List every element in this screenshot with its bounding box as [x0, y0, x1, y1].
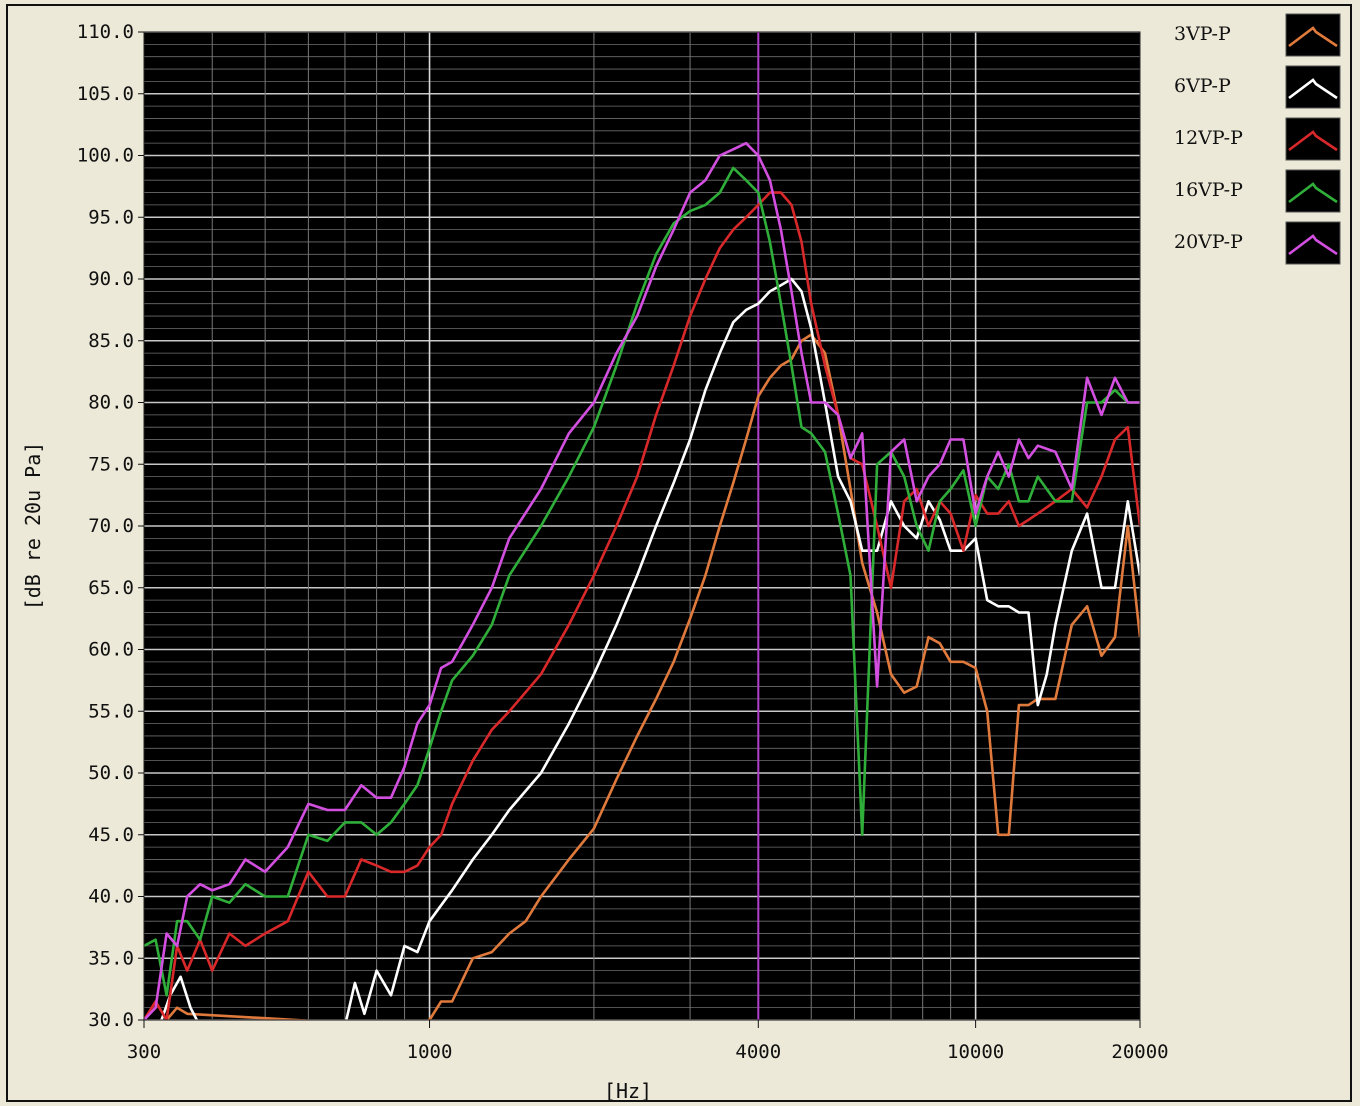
y-tick-label: 65.0	[88, 577, 134, 599]
y-tick-label: 50.0	[88, 762, 134, 784]
legend-label: 12VP-P	[1174, 127, 1243, 149]
series-group	[144, 141, 1140, 1020]
y-tick-label: 60.0	[88, 639, 134, 661]
legend-label: 16VP-P	[1174, 179, 1243, 201]
y-tick-label: 90.0	[88, 268, 134, 290]
legend-swatch	[1285, 117, 1341, 161]
series-line-0	[163, 333, 1140, 1020]
y-tick-label: 35.0	[88, 947, 134, 969]
legend-label: 6VP-P	[1174, 75, 1231, 97]
legend-swatch	[1285, 65, 1341, 109]
y-tick-label: 85.0	[88, 330, 134, 352]
x-tick-label: 20000	[1111, 1041, 1168, 1063]
legend-swatch	[1285, 13, 1341, 57]
series-line-1	[160, 277, 1140, 1020]
y-tick-labels: 110.0 105.0 100.0 95.0 90.0 85.0 80.0 75.0 70.0 6…	[77, 21, 144, 1031]
legend-swatch-line	[1288, 182, 1338, 204]
legend-swatch	[1285, 169, 1341, 213]
series-line-2	[144, 191, 1140, 1020]
legend-label: 20VP-P	[1174, 231, 1243, 253]
y-tick-label: 45.0	[88, 824, 134, 846]
chart-frame: 110.0 105.0 100.0 95.0 90.0 85.0 80.0 75.0 70.0 6…	[6, 4, 1352, 1103]
y-tick-label: 110.0	[77, 21, 134, 43]
x-tick-label: 10000	[947, 1041, 1004, 1063]
legend-swatch-line	[1288, 78, 1338, 100]
x-tick-label: 300	[127, 1041, 161, 1063]
x-tick-label: 1000	[407, 1041, 453, 1063]
x-tick-label: 4000	[735, 1041, 781, 1063]
y-tick-label: 105.0	[77, 83, 134, 105]
y-tick-label: 30.0	[88, 1009, 134, 1031]
y-tick-label: 75.0	[88, 453, 134, 475]
legend-swatch-line	[1288, 234, 1338, 256]
legend: 3VP-P 6VP-P 12VP-P 16VP-P 20VP-P	[1174, 13, 1341, 265]
y-tick-label: 70.0	[88, 515, 134, 537]
legend-swatch-line	[1288, 130, 1338, 152]
legend-swatch	[1285, 221, 1341, 265]
chart-svg: 110.0 105.0 100.0 95.0 90.0 85.0 80.0 75.0 70.0 6…	[21, 13, 1341, 1103]
x-axis-label: [Hz]	[604, 1079, 652, 1103]
y-tick-label: 80.0	[88, 392, 134, 414]
y-tick-label: 40.0	[88, 886, 134, 908]
legend-label: 3VP-P	[1174, 23, 1231, 45]
x-tick-labels: 300 1000 4000 10000 20000	[127, 1020, 1169, 1063]
y-tick-label: 95.0	[88, 206, 134, 228]
grid-lines	[143, 31, 1141, 1021]
series-line-4	[144, 141, 1140, 1020]
y-tick-label: 55.0	[88, 700, 134, 722]
y-tick-label: 100.0	[77, 145, 134, 167]
legend-swatch-line	[1288, 26, 1338, 48]
y-axis-label: [dB re 20u Pa]	[21, 442, 45, 611]
series-line-3	[144, 166, 1140, 997]
